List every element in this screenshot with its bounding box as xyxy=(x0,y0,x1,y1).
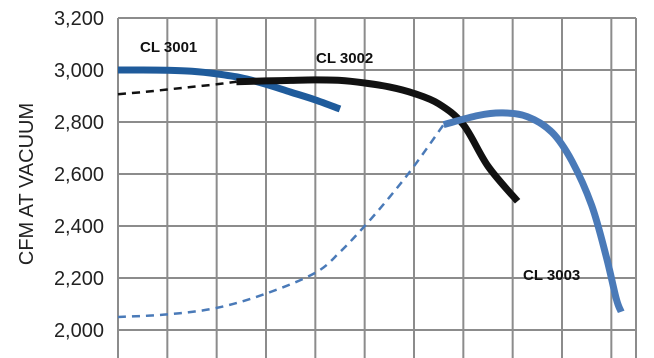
extension-dashed-line xyxy=(117,80,237,96)
series-lines xyxy=(117,66,625,319)
cl-3002-line xyxy=(236,76,521,204)
y-axis-title: CFM AT VACUUM xyxy=(16,103,38,265)
y-tick-labels: 2,000 2,200 2,400 2,600 2,800 3,000 3,200 xyxy=(54,8,104,342)
y-tick-label: 3,200 xyxy=(54,8,104,30)
series-labels: CL 3001 CL 3002 CL 3003 xyxy=(140,39,580,284)
y-tick-label: 2,600 xyxy=(54,164,104,186)
y-tick-label: 2,200 xyxy=(54,268,104,290)
label-cl-3001: CL 3001 xyxy=(140,39,197,56)
cl-3003-line xyxy=(442,109,625,314)
y-tick-label: 2,400 xyxy=(54,216,104,238)
cl-3001-line xyxy=(118,66,342,113)
y-tick-label: 2,800 xyxy=(54,112,104,134)
y-tick-label: 2,000 xyxy=(54,320,104,342)
label-cl-3002: CL 3002 xyxy=(316,50,373,67)
y-tick-label: 3,000 xyxy=(54,60,104,82)
label-cl-3003: CL 3003 xyxy=(523,267,580,284)
extension-dashed-line xyxy=(117,123,445,319)
